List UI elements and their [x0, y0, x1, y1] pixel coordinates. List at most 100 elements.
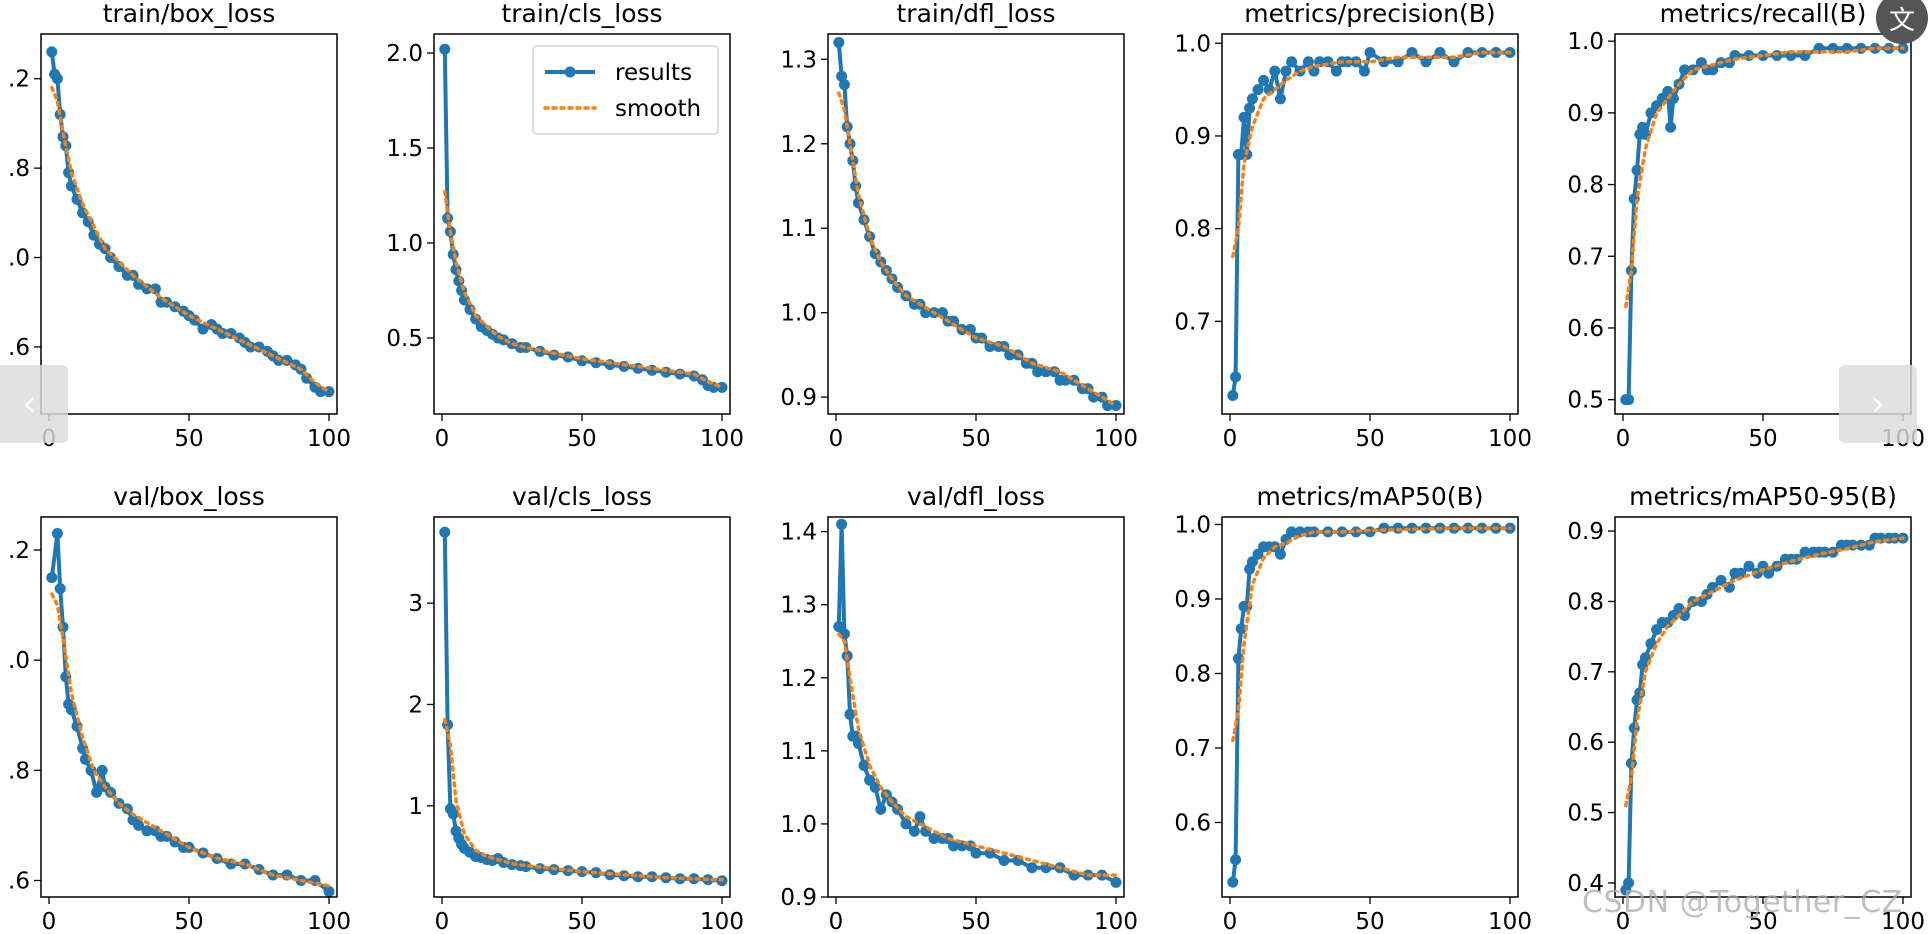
data-point: [1434, 47, 1446, 59]
series-line-smooth: [1624, 536, 1905, 808]
series-line-smooth: [837, 632, 1118, 877]
chart-panel: val/cls_loss 0 50 100 1 2 3: [408, 482, 744, 934]
data-point: [618, 361, 630, 372]
axes-frame: [1614, 33, 1912, 415]
plot-area: [1620, 42, 1909, 406]
data-point: [914, 811, 926, 823]
data-point: [548, 349, 560, 361]
data-point: [91, 786, 103, 798]
data-point: [948, 315, 960, 327]
y-tick-label: 0.6: [1567, 316, 1604, 342]
x-tick-label: 100: [307, 426, 351, 452]
data-point: [520, 342, 532, 353]
chart-panel: metrics/mAP50-95(B) 0 50 100 0.4 0.5 0.6 0.7 0.8…: [1567, 482, 1925, 934]
data-point: [1623, 394, 1635, 406]
plot-area: [46, 528, 335, 897]
y-tick-label: .0: [8, 246, 30, 272]
series-line-results: [1623, 536, 1903, 891]
y-tick-label: 0.5: [1567, 388, 1604, 414]
chart-title: val/box_loss: [113, 482, 264, 511]
y-tick-label: 0.4: [1567, 871, 1604, 897]
data-point: [1378, 522, 1390, 534]
data-point: [1302, 56, 1314, 68]
axes-frame: [827, 516, 1125, 898]
x-tick-label: 100: [1094, 426, 1138, 452]
plot-area: [1227, 522, 1516, 888]
series-line-smooth: [443, 189, 724, 390]
y-tick-label: .6: [8, 868, 30, 894]
y-tick-label: 0.9: [1174, 124, 1211, 150]
data-point: [1235, 623, 1247, 635]
data-point: [869, 781, 881, 793]
data-point: [133, 819, 145, 831]
data-point: [1227, 389, 1239, 401]
series-line-smooth: [1231, 50, 1512, 259]
series-line-smooth: [443, 717, 724, 882]
plot-area: [439, 43, 728, 393]
next-image-button[interactable]: ›: [1839, 365, 1917, 443]
data-point: [948, 840, 960, 852]
data-point: [301, 372, 313, 384]
data-point: [844, 708, 856, 720]
prev-image-button[interactable]: ‹: [0, 365, 68, 443]
y-tick-label: 3: [408, 591, 423, 617]
data-point: [1679, 64, 1691, 76]
data-point: [674, 368, 686, 380]
data-point: [105, 252, 117, 264]
y-tick-label: 1.1: [780, 739, 817, 765]
data-point: [1230, 854, 1242, 866]
x-tick-label: 100: [1881, 909, 1925, 934]
data-point: [439, 526, 451, 538]
x-tick-label: 50: [1355, 909, 1384, 934]
y-tick-label: 0.8: [1174, 661, 1211, 687]
x-tick-label: 100: [1094, 909, 1138, 934]
data-point: [1420, 56, 1432, 68]
chart-title: metrics/mAP50-95(B): [1629, 482, 1897, 511]
series-line-smooth: [837, 91, 1118, 408]
y-tick-label: 1.3: [780, 47, 817, 73]
data-point: [1238, 111, 1250, 123]
x-tick-label: 50: [1355, 426, 1384, 452]
axes-frame: [433, 33, 731, 415]
data-point: [1274, 548, 1286, 560]
data-point: [604, 359, 616, 371]
data-point: [998, 854, 1010, 866]
y-tick-label: 1: [408, 794, 423, 820]
series-line-results: [49, 531, 331, 894]
data-point: [96, 764, 108, 776]
chevron-right-icon: ›: [1871, 384, 1885, 424]
data-point: [1258, 74, 1270, 86]
y-tick-label: 0.8: [1174, 217, 1211, 243]
chart-title: train/dfl_loss: [896, 0, 1055, 28]
data-point: [1665, 121, 1677, 133]
data-point: [1631, 164, 1643, 176]
chart-panel: train/dfl_loss 0 50 100 0.9 1.0 1.1 1.2 1.3: [780, 0, 1138, 452]
data-point: [847, 155, 859, 167]
series-line-results: [836, 42, 1116, 408]
series-line-smooth: [50, 85, 331, 394]
data-point: [1330, 65, 1342, 77]
y-tick-label: .8: [8, 156, 30, 182]
data-point: [51, 73, 63, 85]
data-point: [928, 833, 940, 845]
watermark-text: CSDN @Together_CZ: [1582, 885, 1903, 920]
x-tick-label: 50: [961, 426, 990, 452]
x-tick-label: 100: [1488, 909, 1532, 934]
plot-area: [46, 46, 335, 398]
axes-frame: [40, 516, 338, 898]
series-line-smooth: [1624, 46, 1905, 309]
translate-button[interactable]: 文: [1876, 0, 1928, 44]
x-tick-label: 100: [307, 909, 351, 934]
chart-title: val/cls_loss: [512, 482, 652, 511]
data-point: [46, 572, 58, 584]
chart-title: metrics/recall(B): [1660, 0, 1867, 28]
y-tick-label: 1.4: [780, 520, 817, 546]
x-tick-label: 50: [174, 426, 203, 452]
y-tick-label: 1.0: [1174, 512, 1211, 538]
chart-title: metrics/precision(B): [1244, 0, 1495, 28]
x-tick-label: 50: [567, 909, 596, 934]
data-point: [1032, 366, 1044, 378]
legend: results smooth: [532, 45, 719, 135]
chart-panel: val/box_loss 0 50 100 .6 .8 .0 .2: [8, 482, 351, 934]
data-point: [1286, 56, 1298, 68]
